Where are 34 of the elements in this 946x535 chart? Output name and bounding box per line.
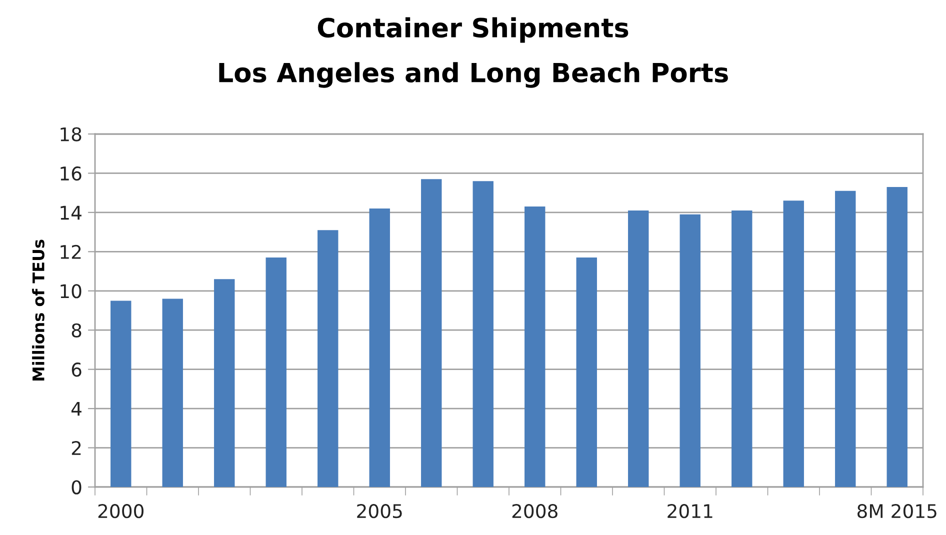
x-tick-label: 2005	[357, 504, 402, 518]
x-tick-label: 2000	[98, 504, 144, 518]
bar	[680, 214, 700, 487]
bar	[886, 186, 908, 487]
bar	[318, 230, 338, 487]
y-tick-label: 14	[60, 206, 82, 220]
bar	[576, 258, 597, 487]
y-tick-label: 10	[60, 284, 82, 298]
y-tick-label: 12	[60, 244, 81, 259]
bar	[628, 210, 649, 487]
bar	[732, 210, 752, 487]
bar	[835, 190, 856, 487]
y-tick-label: 4	[71, 402, 82, 416]
bar	[524, 206, 546, 487]
bar	[266, 258, 286, 487]
y-tick-label: 0	[72, 480, 82, 494]
bar	[369, 208, 390, 487]
y-axis-title: Millions of TEUs	[32, 240, 44, 381]
x-tick-label: 2011	[668, 504, 712, 518]
y-tick-label: 18	[60, 127, 82, 142]
y-tick-label: 2	[72, 440, 81, 455]
y-tick-label: 8	[72, 323, 82, 338]
bar	[421, 179, 442, 487]
bar	[472, 181, 494, 487]
chart-title: Container Shipments	[318, 17, 628, 43]
bar	[162, 298, 183, 487]
y-tick-label: 16	[60, 166, 82, 181]
y-tick-label: 6	[72, 362, 82, 377]
x-tick-label: 8M 2015	[858, 504, 936, 518]
x-tick-label: 2008	[512, 504, 558, 518]
bar	[110, 300, 132, 487]
bar	[783, 200, 804, 487]
bar	[214, 279, 235, 487]
chart-subtitle: Los Angeles and Long Beach Ports	[219, 62, 728, 88]
